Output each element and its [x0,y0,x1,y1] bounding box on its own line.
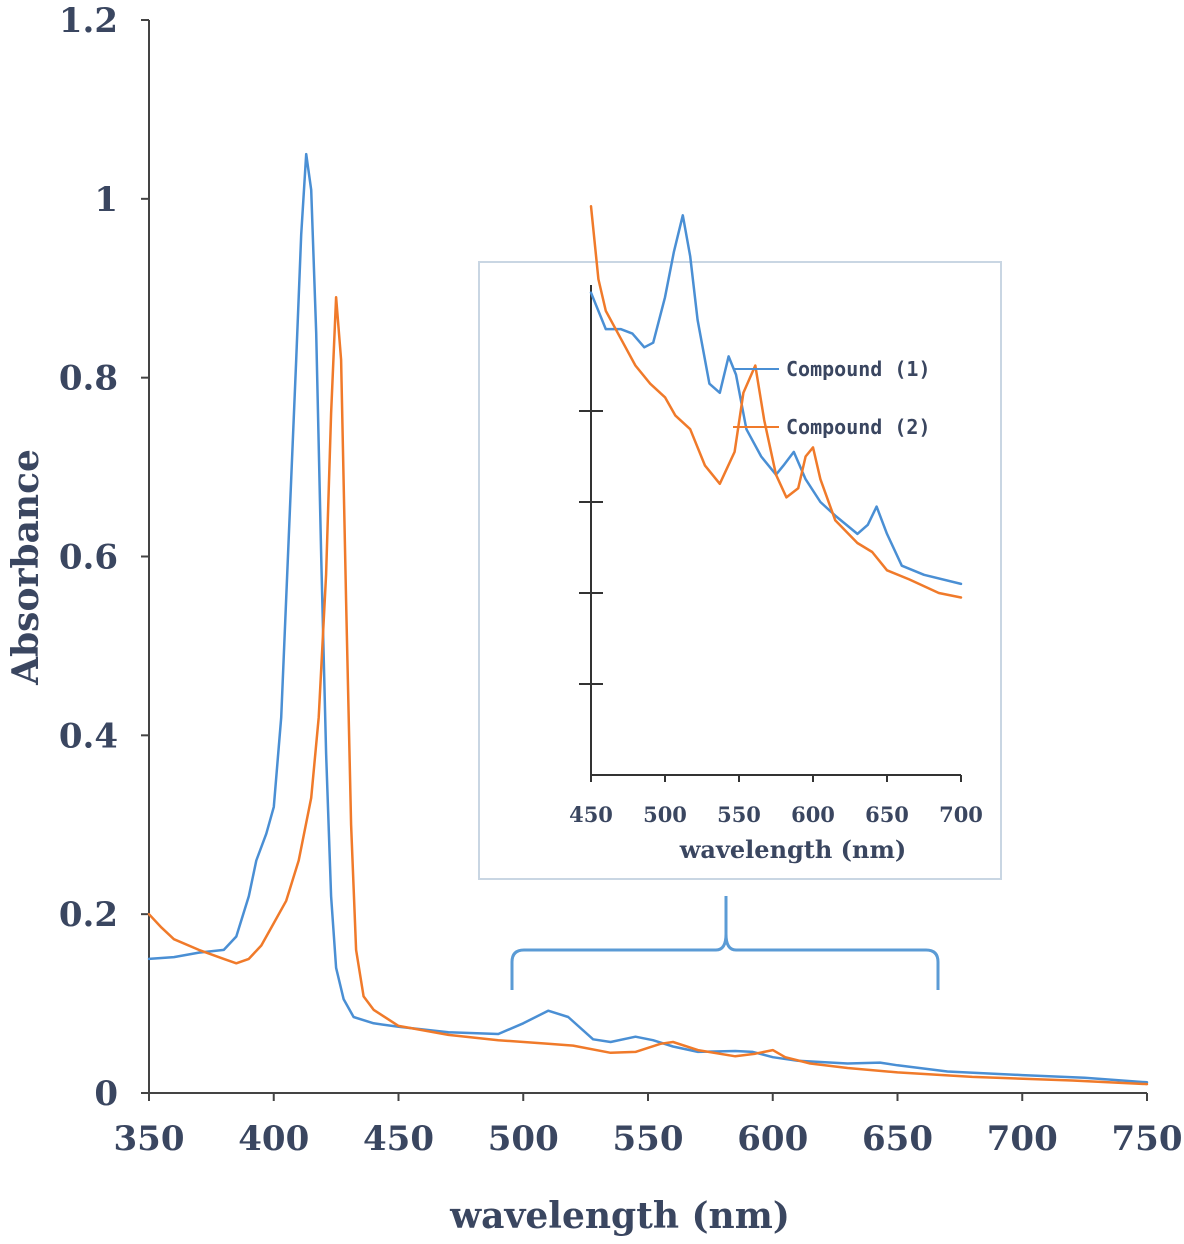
main-x-tick-label: 400 [238,1119,309,1159]
main-x-tick-label: 500 [488,1119,559,1159]
inset-x-tick-label: 500 [643,802,687,827]
main-y-axis-title: Absorbance [5,449,47,686]
main-x-tick-label: 700 [987,1119,1058,1159]
inset-x-tick-label: 550 [717,802,761,827]
legend-label-compound-1: Compound (1) [786,357,931,381]
inset-frame [478,261,1002,880]
main-y-tick-label: 0.8 [59,359,118,399]
main-x-tick-label: 450 [363,1119,434,1159]
main-y-tick-label: 0.6 [59,538,118,578]
inset-x-tick-label: 450 [569,802,613,827]
main-series-line-1 [147,152,1149,1084]
inset-series-line-2 [589,205,963,599]
main-y-tick-label: 1.2 [59,1,118,41]
inset-x-axis-title: wavelength (nm) [679,835,907,864]
inset-legend: Compound (1) Compound (2) [733,357,931,439]
region-brace [510,896,940,990]
inset-x-tick-label: 600 [791,802,835,827]
main-y-tick-label: 0 [94,1074,118,1114]
main-x-tick-label: 600 [737,1119,808,1159]
main-x-tick-label: 750 [1112,1119,1183,1159]
main-y-tick-label: 0.2 [59,895,118,935]
legend-label-compound-2: Compound (2) [786,415,931,439]
main-x-axis-title: wavelength (nm) [449,1195,790,1237]
main-x-tick-label: 550 [613,1119,684,1159]
inset-x-tick-label: 650 [865,802,909,827]
main-series-line-2 [147,295,1149,1086]
main-y-tick-label: 0.4 [59,716,118,756]
main-y-tick-label: 1 [94,180,118,220]
main-x-tick-label: 650 [862,1119,933,1159]
main-x-tick-label: 350 [114,1119,185,1159]
inset-x-tick-label: 700 [939,802,983,827]
